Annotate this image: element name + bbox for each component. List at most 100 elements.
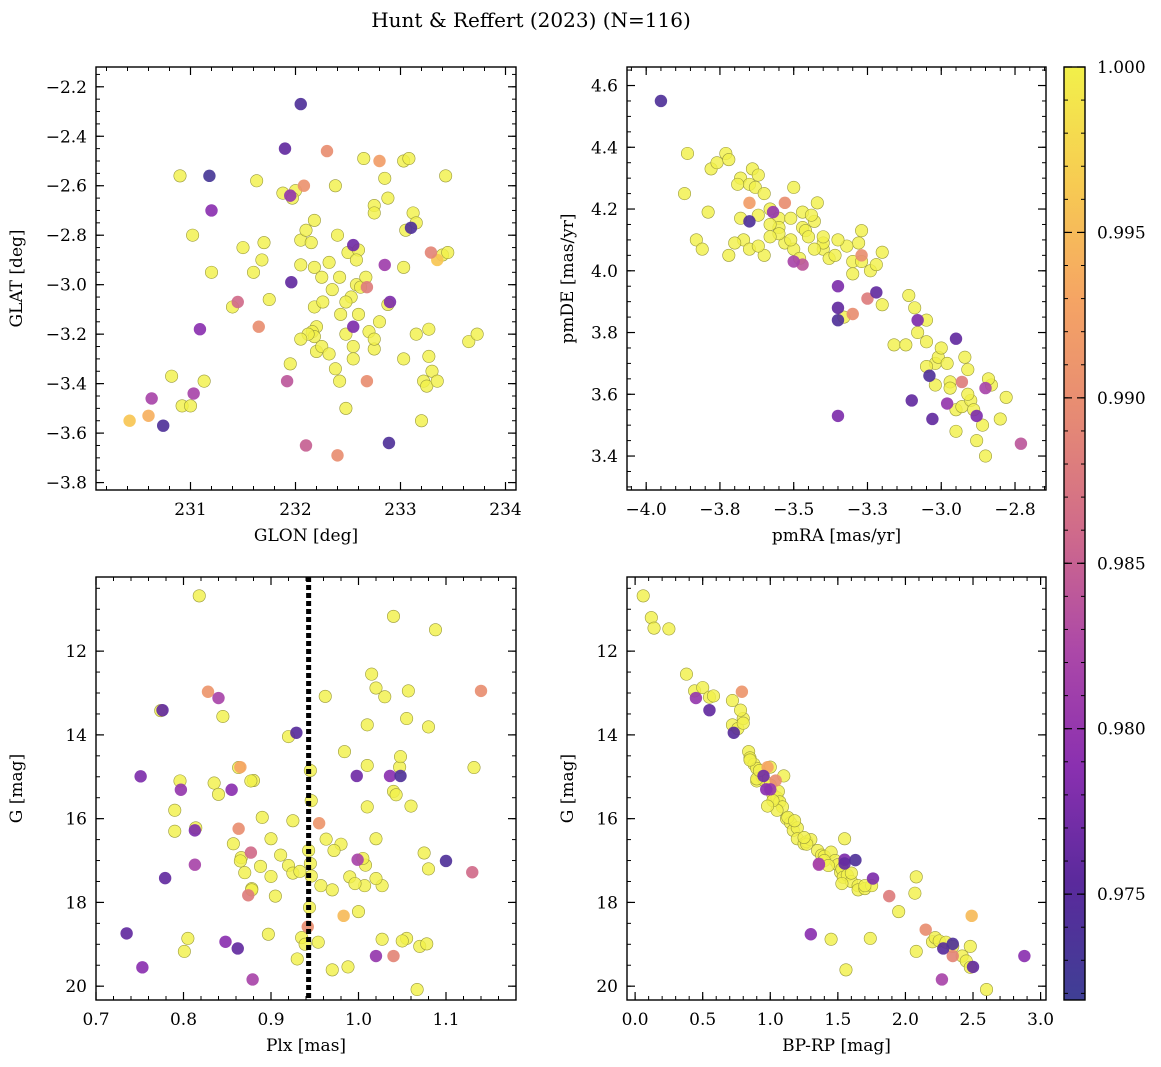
- scatter-point: [993, 412, 1007, 426]
- scatter-point: [337, 745, 351, 759]
- scatter-point: [346, 352, 360, 366]
- scatter-point: [908, 301, 922, 315]
- scatter-point: [1018, 949, 1031, 963]
- scatter-point: [735, 685, 749, 698]
- scatter-point: [201, 685, 215, 698]
- axis-ticks: 231 232 233 234 −3.8 −3.6 −3.4 −3.2 −3.0 −2.8 −2.6…: [46, 67, 522, 520]
- scatter-point: [351, 307, 365, 321]
- scatter-point: [328, 362, 342, 376]
- scatter-point: [680, 146, 694, 160]
- colorbar-tick-label: 0.995: [1097, 223, 1146, 243]
- scatter-point: [232, 822, 245, 835]
- scatter-point: [177, 944, 191, 958]
- scatter-point: [381, 191, 395, 205]
- scatter-point: [911, 326, 925, 340]
- y-tick-label: −3.0: [46, 276, 87, 296]
- y-axis-label: G [mag]: [558, 754, 578, 823]
- axis-ticks: 0.0 0.5 1.0 1.5 2.0 2.5 3.0 12 14 16 18 20: [596, 577, 1054, 1030]
- scatter-point: [242, 889, 255, 902]
- scatter-point: [325, 883, 339, 897]
- scatter-point: [365, 667, 379, 681]
- scatter-point: [351, 905, 365, 919]
- scatter-point: [278, 142, 292, 155]
- scatter-point: [763, 217, 777, 231]
- scatter-point: [710, 156, 724, 170]
- scatter-point: [979, 381, 992, 395]
- scatter-point: [123, 414, 136, 427]
- panel-top-left: 231 232 233 234 −3.8 −3.6 −3.4 −3.2 −3.0 −2.8 −2.6…: [7, 66, 522, 546]
- x-axis-label: GLON [deg]: [254, 526, 358, 546]
- scatter-point: [400, 712, 414, 726]
- scatter-point: [928, 378, 942, 392]
- x-tick-label: −3.0: [921, 500, 962, 520]
- scatter-point: [887, 338, 901, 352]
- scatter-point: [294, 97, 307, 111]
- x-tick-label: 0.7: [82, 1010, 109, 1030]
- scatter-point: [946, 949, 959, 963]
- scatter-point: [980, 983, 994, 997]
- scatter-point: [234, 760, 247, 774]
- x-tick-label: 234: [489, 500, 521, 520]
- scatter-point: [689, 691, 703, 705]
- scatter-point: [120, 927, 133, 940]
- scatter-points: [654, 94, 1028, 463]
- scatter-point: [855, 224, 869, 238]
- scatter-point: [840, 239, 854, 253]
- scatter-point: [252, 320, 265, 333]
- scatter-point: [961, 363, 975, 377]
- scatter-point: [410, 983, 424, 997]
- scatter-point: [174, 783, 188, 796]
- scatter-point: [979, 449, 993, 463]
- x-tick-label: 232: [279, 500, 311, 520]
- scatter-point: [807, 242, 821, 256]
- scatter-point: [168, 824, 182, 838]
- scatter-point: [422, 322, 436, 336]
- y-tick-label: 3.4: [591, 447, 618, 467]
- scatter-point: [325, 283, 339, 297]
- scatter-point: [369, 872, 383, 886]
- scatter-point: [919, 335, 933, 349]
- scatter-point: [373, 154, 386, 168]
- scatter-point: [696, 681, 710, 695]
- scatter-point: [846, 307, 859, 321]
- scatter-point: [216, 709, 230, 723]
- y-tick-label: 12: [65, 642, 87, 662]
- scatter-point: [908, 886, 922, 900]
- scatter-point: [784, 211, 798, 225]
- scatter-point: [787, 255, 800, 268]
- scatter-point: [804, 928, 818, 941]
- colorbar-tick-label: 0.985: [1097, 554, 1146, 574]
- scatter-point: [339, 401, 353, 415]
- scatter-point: [346, 340, 360, 354]
- scatter-point: [284, 189, 297, 202]
- scatter-point: [831, 301, 845, 315]
- scatter-point: [262, 293, 276, 307]
- scatter-point: [197, 374, 211, 388]
- scatter-points: [636, 589, 1031, 997]
- scatter-point: [299, 439, 313, 452]
- scatter-point: [375, 932, 389, 946]
- scatter-point: [285, 276, 298, 289]
- x-tick-label: 233: [384, 500, 416, 520]
- scatter-point: [378, 171, 392, 185]
- scatter-point: [923, 369, 936, 382]
- scatter-point: [188, 824, 202, 837]
- scatter-point: [863, 931, 877, 945]
- scatter-point: [304, 236, 318, 250]
- scatter-point: [935, 973, 949, 986]
- scatter-point: [283, 357, 297, 371]
- scatter-point: [462, 335, 476, 349]
- y-tick-label: −2.2: [46, 78, 87, 98]
- x-tick-label: 1.0: [757, 1010, 784, 1030]
- scatter-point: [999, 390, 1013, 404]
- scatter-point: [970, 409, 983, 423]
- scatter-point: [193, 323, 207, 336]
- scatter-points: [123, 97, 484, 462]
- scatter-point: [290, 952, 304, 966]
- scatter-point: [703, 703, 716, 717]
- scatter-point: [397, 352, 411, 366]
- scatter-point: [136, 961, 149, 974]
- scatter-point: [404, 221, 418, 234]
- colorbar: 0.975 0.980 0.985 0.990 0.995 1.000: [1063, 58, 1146, 1001]
- x-tick-label: 3.0: [1027, 1010, 1054, 1030]
